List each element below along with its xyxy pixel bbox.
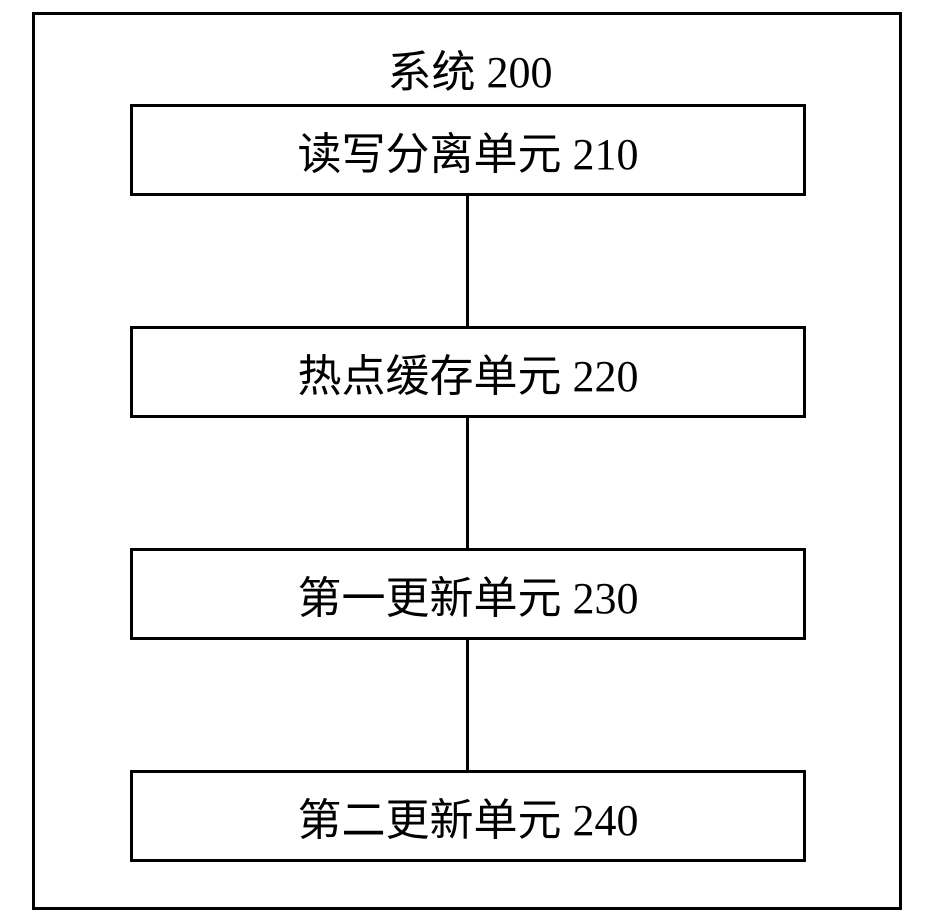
connector-3	[466, 640, 469, 770]
box-230-label: 第一更新单元 230	[298, 562, 639, 626]
box-240-label: 第二更新单元 240	[298, 784, 639, 848]
box-240: 第二更新单元 240	[130, 770, 806, 862]
box-230: 第一更新单元 230	[130, 548, 806, 640]
box-220: 热点缓存单元 220	[130, 326, 806, 418]
box-220-label: 热点缓存单元 220	[298, 340, 639, 404]
box-210: 读写分离单元 210	[130, 104, 806, 196]
connector-2	[466, 418, 469, 548]
connector-1	[466, 196, 469, 326]
box-210-label: 读写分离单元 210	[298, 118, 639, 182]
diagram-title: 系统 200	[370, 36, 570, 100]
